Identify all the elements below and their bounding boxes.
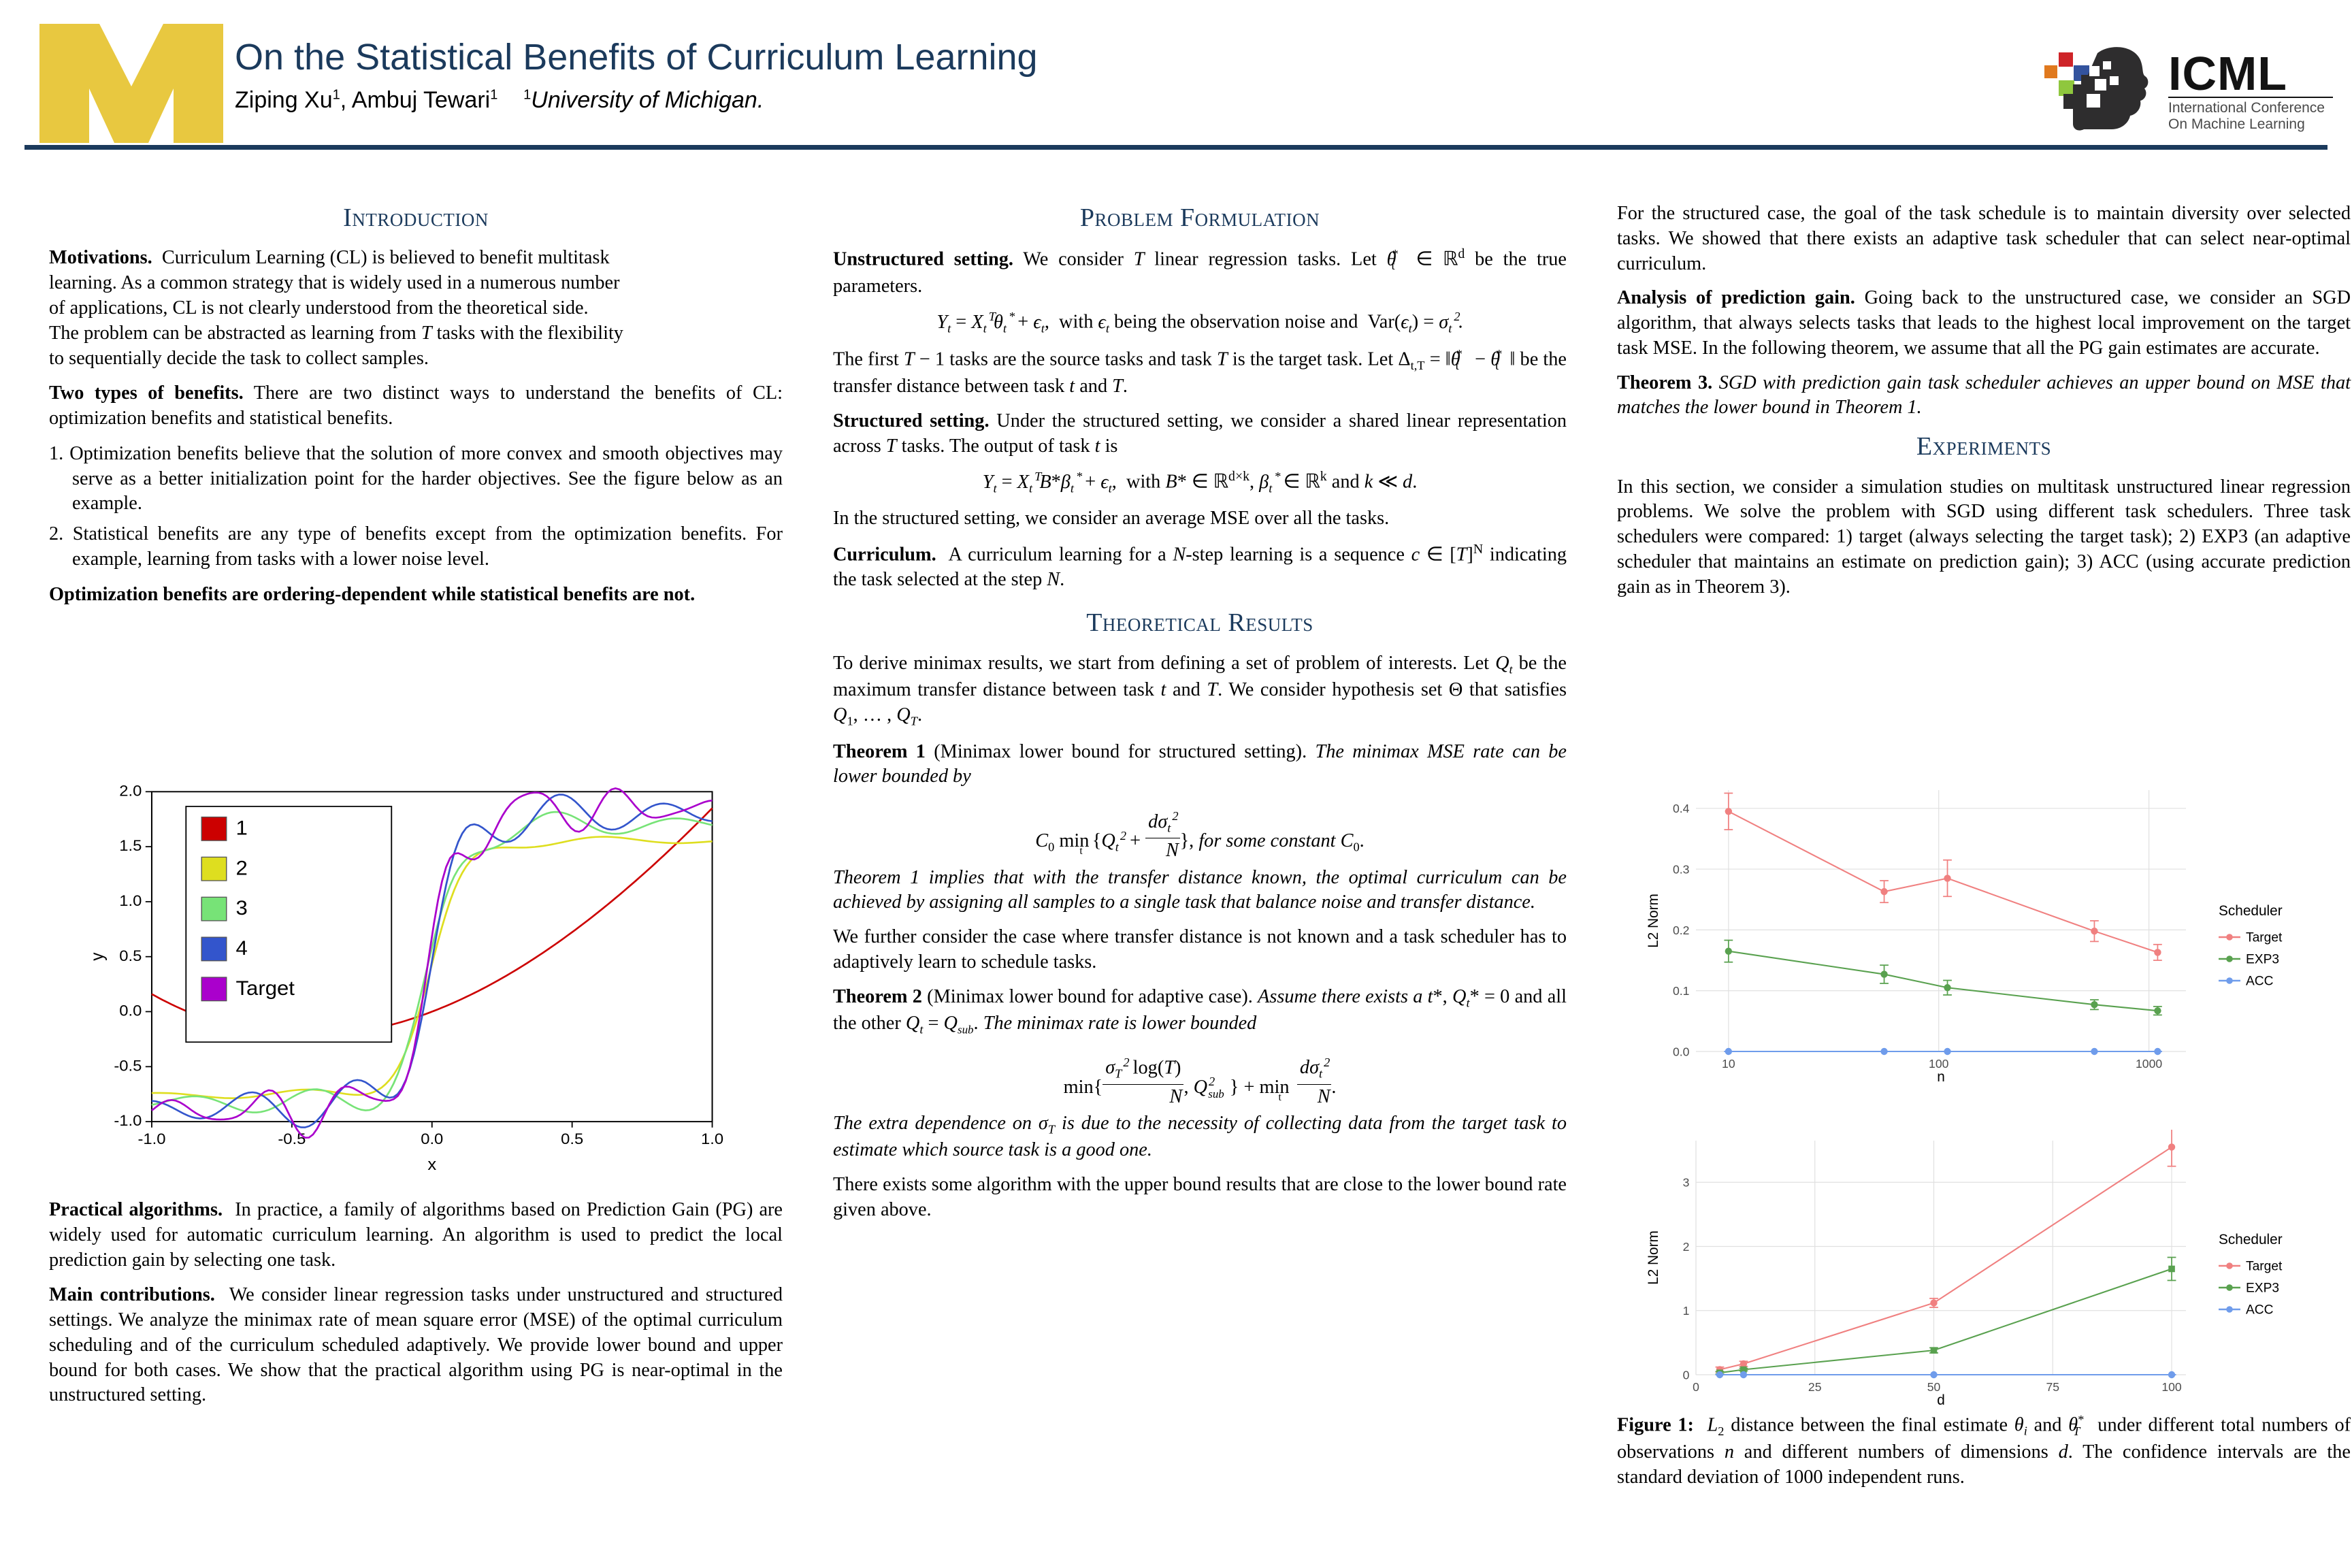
svg-text:0.1: 0.1 [1673, 984, 1689, 998]
svg-text:3: 3 [1683, 1176, 1690, 1190]
svg-text:Target: Target [2246, 930, 2283, 945]
svg-text:75: 75 [2046, 1380, 2059, 1394]
svg-text:100: 100 [2161, 1380, 2182, 1394]
svg-text:0: 0 [1693, 1380, 1699, 1394]
svg-text:0.3: 0.3 [1673, 862, 1690, 876]
svg-text:100: 100 [1929, 1057, 1949, 1071]
svg-text:1.5: 1.5 [119, 837, 142, 854]
svg-text:2.0: 2.0 [119, 782, 142, 799]
svg-text:-1.0: -1.0 [137, 1130, 165, 1147]
svg-text:0: 0 [1683, 1368, 1690, 1382]
svg-text:Target: Target [2246, 1259, 2283, 1273]
svg-text:d: d [1937, 1392, 1945, 1408]
svg-text:EXP3: EXP3 [2246, 1281, 2279, 1295]
svg-text:-1.0: -1.0 [114, 1112, 142, 1129]
svg-text:L2 Norm: L2 Norm [1647, 894, 1661, 948]
svg-text:1.0: 1.0 [119, 892, 142, 909]
svg-text:1: 1 [236, 817, 248, 839]
svg-text:ACC: ACC [2246, 974, 2274, 988]
svg-text:®: ® [212, 133, 218, 143]
svg-text:4: 4 [236, 938, 248, 960]
svg-text:Scheduler: Scheduler [2219, 903, 2283, 919]
svg-text:0.2: 0.2 [1673, 924, 1689, 937]
svg-text:0.0: 0.0 [1673, 1045, 1690, 1058]
svg-text:n: n [1937, 1069, 1945, 1084]
svg-text:3: 3 [236, 898, 248, 919]
svg-text:1000: 1000 [2136, 1057, 2162, 1071]
svg-text:1.0: 1.0 [701, 1130, 723, 1147]
svg-text:0.0: 0.0 [421, 1130, 443, 1147]
svg-text:0.0: 0.0 [119, 1002, 142, 1019]
svg-text:ICML: ICML [2168, 47, 2287, 100]
svg-text:ACC: ACC [2246, 1303, 2274, 1317]
svg-text:L2 Norm: L2 Norm [1647, 1230, 1661, 1285]
svg-text:0.4: 0.4 [1673, 802, 1690, 815]
svg-text:EXP3: EXP3 [2246, 952, 2279, 966]
svg-text:0.5: 0.5 [561, 1130, 583, 1147]
svg-text:On Machine Learning: On Machine Learning [2168, 116, 2305, 132]
svg-text:-0.5: -0.5 [114, 1057, 142, 1074]
svg-text:1: 1 [1683, 1304, 1690, 1318]
svg-text:y: y [88, 952, 108, 961]
svg-text:x: x [427, 1156, 436, 1174]
svg-text:-0.5: -0.5 [278, 1130, 306, 1147]
svg-text:50: 50 [1927, 1380, 1941, 1394]
svg-text:25: 25 [1808, 1380, 1822, 1394]
svg-text:Target: Target [236, 978, 295, 1000]
svg-text:Scheduler: Scheduler [2219, 1232, 2283, 1247]
svg-text:International Conference: International Conference [2168, 100, 2325, 116]
svg-text:0.5: 0.5 [119, 947, 142, 964]
svg-text:2: 2 [1683, 1240, 1690, 1254]
svg-text:2: 2 [236, 858, 248, 879]
svg-text:10: 10 [1722, 1057, 1735, 1071]
